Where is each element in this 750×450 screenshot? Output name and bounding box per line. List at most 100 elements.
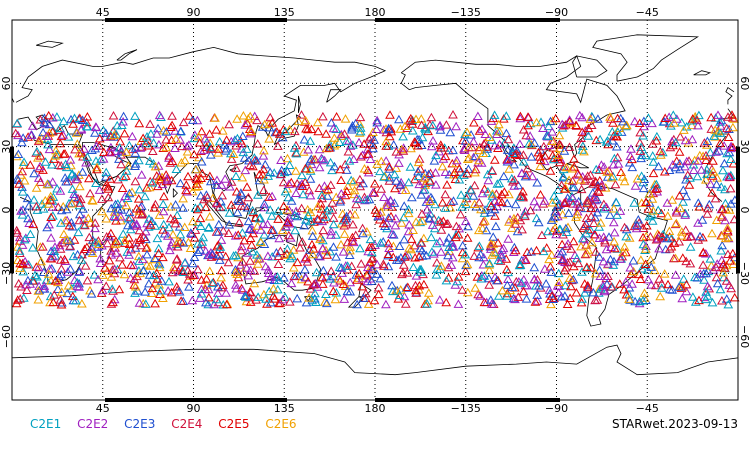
observation-marker xyxy=(554,277,565,286)
observation-marker xyxy=(97,206,107,216)
observation-marker xyxy=(80,220,90,230)
observation-marker xyxy=(402,268,413,277)
observation-marker xyxy=(236,188,246,197)
observation-marker xyxy=(259,202,270,212)
observation-marker xyxy=(62,288,73,298)
observation-marker xyxy=(647,118,657,128)
observation-marker xyxy=(357,281,368,291)
observation-marker xyxy=(153,248,164,258)
observation-marker xyxy=(366,276,377,285)
observation-marker xyxy=(509,181,520,190)
observation-marker xyxy=(133,194,144,203)
observation-marker xyxy=(619,222,630,232)
observation-marker xyxy=(300,115,311,125)
observation-marker xyxy=(692,171,703,181)
observation-marker xyxy=(38,127,48,137)
observation-marker xyxy=(143,140,154,150)
observation-marker xyxy=(167,120,177,130)
observation-marker xyxy=(348,219,358,229)
observation-marker xyxy=(82,242,92,251)
observation-marker xyxy=(675,131,686,141)
observation-marker xyxy=(94,133,105,143)
observation-marker xyxy=(493,119,504,129)
observation-marker xyxy=(638,239,649,249)
observation-marker xyxy=(61,162,72,172)
observation-marker xyxy=(289,143,300,152)
observation-marker xyxy=(107,284,118,293)
observation-marker xyxy=(138,133,148,142)
observation-marker xyxy=(237,172,248,182)
observation-marker xyxy=(453,299,464,308)
observation-marker xyxy=(391,147,402,156)
observation-marker xyxy=(175,262,186,272)
observation-marker xyxy=(93,242,103,251)
observation-marker xyxy=(167,156,178,165)
observation-marker xyxy=(192,247,203,256)
observation-marker xyxy=(298,189,308,199)
observation-marker xyxy=(205,150,216,159)
observation-marker xyxy=(355,243,365,253)
observation-marker xyxy=(291,188,301,197)
observation-marker xyxy=(665,284,675,294)
coastline-layer xyxy=(11,34,739,400)
observation-marker xyxy=(488,232,499,241)
observation-marker xyxy=(245,160,255,169)
observation-marker xyxy=(660,113,671,122)
observation-marker xyxy=(705,254,716,263)
observation-marker xyxy=(454,174,465,184)
observation-marker xyxy=(341,136,352,146)
observation-marker xyxy=(710,193,721,203)
observation-marker xyxy=(184,111,195,120)
observation-marker xyxy=(243,270,254,280)
observation-marker xyxy=(507,146,518,155)
observation-marker xyxy=(82,152,93,161)
observation-marker xyxy=(480,216,490,225)
observation-marker xyxy=(218,225,229,235)
observation-marker xyxy=(363,149,374,158)
observation-marker xyxy=(582,262,592,271)
observation-marker xyxy=(723,232,734,242)
observation-marker xyxy=(148,270,159,280)
observation-marker xyxy=(608,159,619,169)
observation-marker xyxy=(135,233,146,242)
observation-marker xyxy=(546,267,557,276)
observation-marker xyxy=(643,113,654,122)
observation-marker xyxy=(381,299,391,309)
observation-marker xyxy=(321,289,331,298)
observation-marker xyxy=(241,292,251,301)
observation-marker xyxy=(130,111,140,120)
observation-marker xyxy=(55,138,66,148)
observation-marker xyxy=(459,197,470,206)
observation-marker xyxy=(348,176,359,186)
observation-marker xyxy=(602,279,612,288)
observation-marker xyxy=(68,119,78,128)
observation-marker xyxy=(538,246,549,256)
observation-marker xyxy=(466,130,476,139)
observation-marker xyxy=(204,129,215,138)
observation-marker xyxy=(369,188,380,197)
observation-marker xyxy=(666,121,676,130)
observation-marker xyxy=(526,139,536,149)
observation-marker xyxy=(352,299,362,309)
observation-marker xyxy=(71,295,81,305)
observation-marker xyxy=(341,217,352,227)
observation-marker xyxy=(13,278,24,288)
observation-marker xyxy=(532,177,543,187)
right-lat-tick-label: 30 xyxy=(738,140,750,154)
observation-marker xyxy=(273,275,284,285)
observation-marker xyxy=(373,289,384,299)
observation-marker xyxy=(195,213,206,223)
observation-marker xyxy=(462,233,473,242)
graticule xyxy=(12,20,738,400)
observation-marker xyxy=(331,287,342,297)
observation-marker xyxy=(67,198,77,208)
observation-marker xyxy=(130,161,140,170)
observation-marker xyxy=(60,215,71,225)
observation-marker xyxy=(253,190,263,199)
observation-marker xyxy=(44,128,55,137)
observation-marker xyxy=(264,119,274,128)
observation-marker xyxy=(529,274,539,284)
observation-marker xyxy=(496,252,507,262)
observation-marker xyxy=(478,148,489,157)
observation-marker xyxy=(407,192,417,202)
